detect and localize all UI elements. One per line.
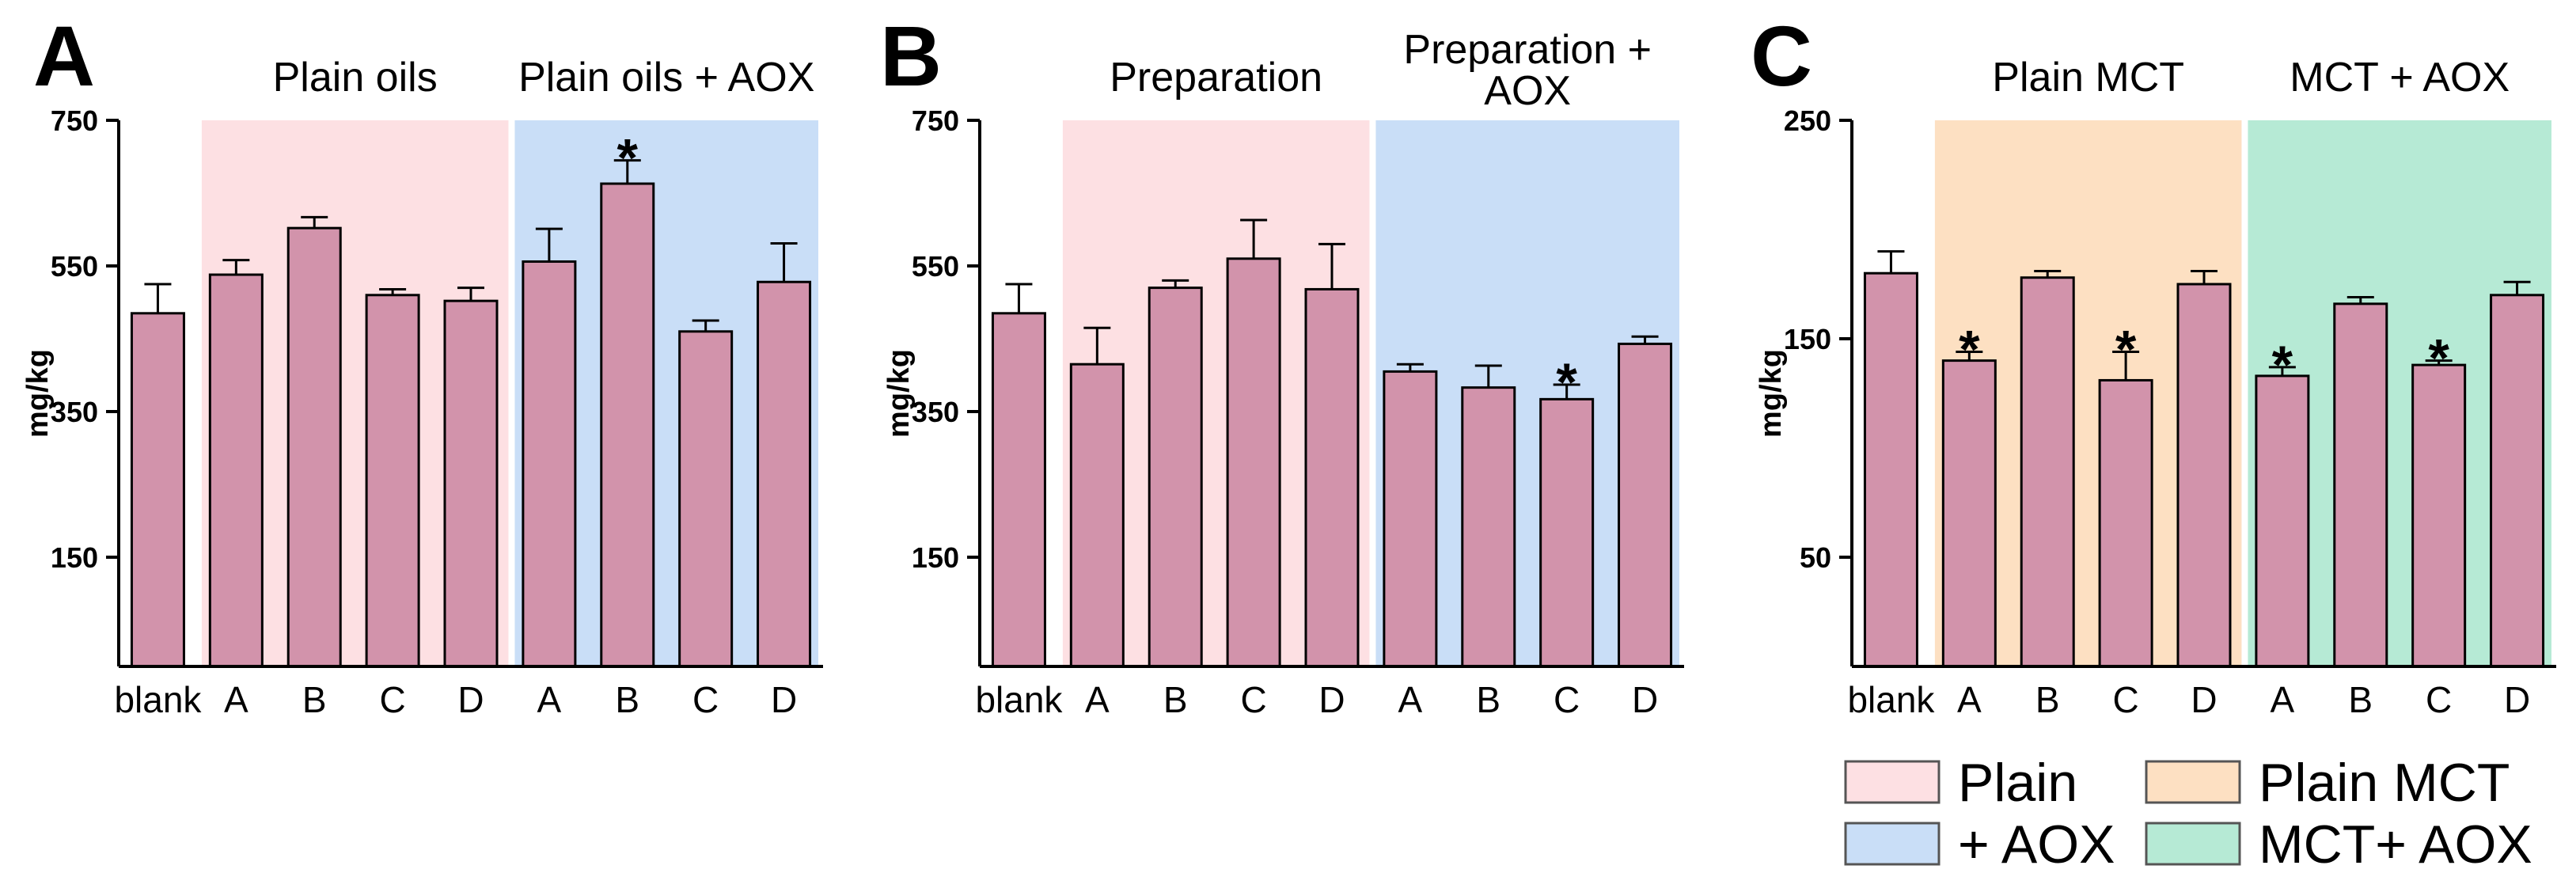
panel-b-region-label-1: AOX xyxy=(1484,68,1571,114)
panel-c-bar-6 xyxy=(2333,302,2388,668)
panel-a-xtick-label-0: blank xyxy=(114,679,202,720)
panel-c-bar-3 xyxy=(2098,378,2153,668)
panel-a-xtick-label-5: A xyxy=(537,679,562,720)
panel-b-region-label-1: Preparation + xyxy=(1403,27,1652,73)
panel-b-bar-8 xyxy=(1618,342,1673,668)
panel-c-bar-1 xyxy=(1941,359,1997,668)
panel-c-xtick-label-7: C xyxy=(2426,679,2452,720)
panel-c-xtick-label-6: B xyxy=(2348,679,2373,720)
panel-c-xtick-label-3: C xyxy=(2112,679,2138,720)
panel-a-region-label-0: Plain oils xyxy=(273,55,438,101)
panel-b-ytick-label-1: 350 xyxy=(912,396,959,428)
panel-b-bar-7 xyxy=(1539,397,1595,668)
panel-a-bar-1 xyxy=(208,273,264,668)
panel-a-xtick-label-4: D xyxy=(457,679,484,720)
panel-b-xtick-label-7: C xyxy=(1554,679,1580,720)
legend-swatch-1 xyxy=(2145,760,2241,804)
panel-b-bar-4 xyxy=(1304,287,1360,668)
panel-a-xtick-label-2: B xyxy=(302,679,327,720)
legend-label-2: + AOX xyxy=(1958,814,2115,875)
panel-a-ytick-label-2: 550 xyxy=(51,250,98,283)
panel-c-significance-5: * xyxy=(2272,335,2293,395)
panel-a-bar-6 xyxy=(600,182,655,668)
panel-a-xtick-label-3: C xyxy=(379,679,405,720)
panel-c-significance-7: * xyxy=(2428,328,2449,389)
panel-b-bar-6 xyxy=(1461,386,1516,668)
panel-a-region-label-1: Plain oils + AOX xyxy=(518,55,814,101)
panel-b-xtick-label-2: B xyxy=(1163,679,1188,720)
panel-a-ytick-label-0: 150 xyxy=(51,541,98,574)
legend-label-3: MCT+ AOX xyxy=(2259,814,2532,875)
legend-swatch-0 xyxy=(1844,760,1941,804)
panel-c-bar-5 xyxy=(2255,374,2310,668)
legend-label-1: Plain MCT xyxy=(2259,753,2510,813)
panel-c-region-label-0: Plain MCT xyxy=(1992,55,2184,101)
panel-c-ytick-label-0: 50 xyxy=(1800,541,1831,574)
panel-b-bar-5 xyxy=(1383,370,1438,668)
panel-b-ytick-label-2: 550 xyxy=(912,250,959,283)
panel-a-ytick-label-1: 350 xyxy=(51,396,98,428)
panel-a-xtick-label-8: D xyxy=(771,679,797,720)
panel-a-bar-3 xyxy=(365,294,420,668)
panel-c-ytick-label-1: 150 xyxy=(1784,323,1831,355)
panel-c-letter: C xyxy=(1751,8,1812,104)
panel-c-ytick-label-2: 250 xyxy=(1784,104,1831,137)
panel-a-bar-8 xyxy=(757,280,812,668)
panel-b-bar-1 xyxy=(1069,362,1125,668)
panel-c-significance-1: * xyxy=(1959,320,1980,380)
panel-b-bar-2 xyxy=(1148,287,1203,668)
panel-c-bar-2 xyxy=(2020,276,2075,668)
panel-c-bar-8 xyxy=(2490,294,2545,668)
panel-c-bar-7 xyxy=(2411,363,2467,668)
panel-a-bar-2 xyxy=(286,226,342,668)
panel-c-xtick-label-4: D xyxy=(2191,679,2217,720)
panel-c-xtick-label-1: A xyxy=(1957,679,1982,720)
panel-b-letter: B xyxy=(880,8,942,104)
panel-b-bar-3 xyxy=(1226,257,1281,668)
panel-c-xtick-label-0: blank xyxy=(1847,679,1935,720)
panel-a-ytick-label-3: 750 xyxy=(51,104,98,137)
panel-c-region-label-1: MCT + AOX xyxy=(2290,55,2510,101)
panel-c-xtick-label-5: A xyxy=(2271,679,2295,720)
panel-b-xtick-label-4: D xyxy=(1318,679,1345,720)
legend-swatch-3 xyxy=(2145,822,2241,866)
panel-c-significance-3: * xyxy=(2115,320,2137,380)
panel-c-xtick-label-8: D xyxy=(2504,679,2530,720)
panel-b-xtick-label-3: C xyxy=(1240,679,1266,720)
panel-b-ytick-label-0: 150 xyxy=(912,541,959,574)
panel-a-bar-4 xyxy=(443,299,499,668)
panel-a-significance-6: * xyxy=(617,128,639,188)
panel-a-bar-0 xyxy=(130,312,185,668)
panel-a-letter: A xyxy=(33,8,95,104)
panel-c-ylabel: mg/kg xyxy=(1755,349,1788,438)
panel-b-xtick-label-5: A xyxy=(1398,679,1423,720)
panel-c-bar-0 xyxy=(1863,271,1918,668)
panel-b-significance-7: * xyxy=(1556,352,1577,412)
panel-b-xtick-label-8: D xyxy=(1632,679,1658,720)
legend-label-0: Plain xyxy=(1958,753,2077,813)
legend-swatch-2 xyxy=(1844,822,1941,866)
panel-b-xtick-label-1: A xyxy=(1085,679,1110,720)
panel-a-xtick-label-7: C xyxy=(692,679,719,720)
panel-a-bar-7 xyxy=(678,330,734,668)
panel-a-xtick-label-1: A xyxy=(224,679,248,720)
panel-c-bar-4 xyxy=(2176,283,2232,668)
panel-a-ylabel: mg/kg xyxy=(21,349,55,438)
panel-a-bar-5 xyxy=(522,260,577,668)
panel-b-ytick-label-3: 750 xyxy=(912,104,959,137)
panel-c-xtick-label-2: B xyxy=(2035,679,2060,720)
panel-b-ylabel: mg/kg xyxy=(882,349,916,438)
panel-b-xtick-label-0: blank xyxy=(975,679,1063,720)
panel-b-xtick-label-6: B xyxy=(1476,679,1500,720)
panel-b-region-label-0: Preparation xyxy=(1110,55,1322,101)
panel-b-bar-0 xyxy=(991,312,1046,668)
panel-a-xtick-label-6: B xyxy=(615,679,639,720)
